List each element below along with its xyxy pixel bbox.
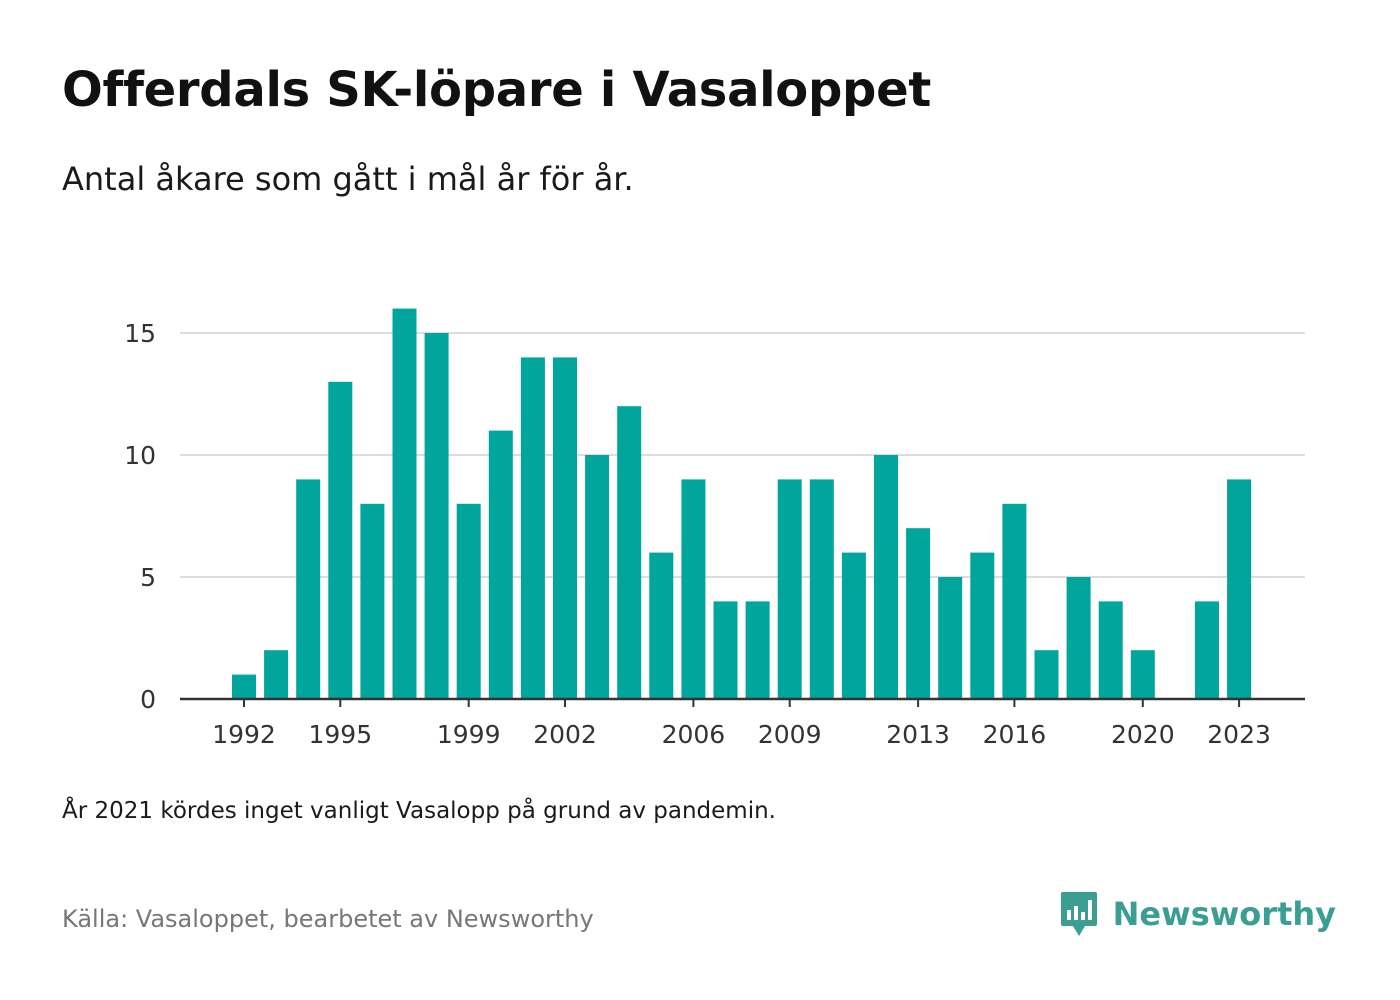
- bar: [1227, 479, 1252, 699]
- chart-subtitle: Antal åkare som gått i mål år för år.: [62, 160, 634, 198]
- x-tick-label: 1995: [308, 720, 372, 749]
- bar: [713, 601, 738, 699]
- chart-title: Offerdals SK-löpare i Vasaloppet: [62, 62, 932, 118]
- bar: [264, 650, 289, 699]
- brand-name: Newsworthy: [1112, 895, 1336, 933]
- bar: [617, 406, 642, 699]
- bar: [553, 357, 577, 699]
- bar: [809, 479, 834, 699]
- bar: [649, 552, 674, 699]
- bar: [488, 430, 513, 699]
- bar: [1034, 650, 1059, 699]
- y-tick-label: 0: [140, 685, 156, 714]
- bar: [456, 503, 481, 699]
- bar: [360, 503, 385, 699]
- y-tick-label: 5: [140, 563, 156, 592]
- bar: [1195, 601, 1219, 699]
- x-tick-label: 2009: [758, 720, 822, 749]
- source-text: Källa: Vasaloppet, bearbetet av Newswort…: [62, 905, 594, 933]
- bar-chart: 0 5 10 15 1992 1995 1999 2002 2006 2009 2013 2016 20…: [124, 308, 1305, 749]
- bar: [970, 552, 995, 699]
- bar: [520, 357, 545, 699]
- x-tick-label: 2006: [662, 720, 726, 749]
- bar: [874, 455, 898, 699]
- newsworthy-logo-icon: [1060, 892, 1097, 936]
- x-tick-label: 2013: [886, 720, 950, 749]
- brand-logo: Newsworthy: [1059, 890, 1336, 938]
- bar: [1066, 577, 1091, 699]
- bar: [296, 479, 321, 699]
- bar: [1130, 650, 1155, 699]
- bar: [424, 333, 449, 699]
- bar: [777, 479, 802, 699]
- bar: [938, 577, 963, 699]
- y-tick-label: 15: [124, 319, 156, 348]
- bar: [841, 552, 866, 699]
- x-tick-label: 2002: [533, 720, 597, 749]
- chart-note: År 2021 kördes inget vanligt Vasalopp på…: [62, 798, 776, 824]
- bar: [1098, 601, 1123, 699]
- bar: [232, 674, 256, 699]
- bar: [585, 455, 610, 699]
- bar: [328, 381, 353, 699]
- x-tick-label: 2020: [1111, 720, 1175, 749]
- x-tick-label: 1992: [212, 720, 276, 749]
- bar: [906, 528, 931, 699]
- y-tick-label: 10: [124, 441, 156, 470]
- bar: [1002, 503, 1027, 699]
- bar: [681, 479, 706, 699]
- x-tick-label: 1999: [437, 720, 501, 749]
- x-tick-label: 2023: [1207, 720, 1271, 749]
- bar: [745, 601, 770, 699]
- x-tick-label: 2016: [983, 720, 1047, 749]
- bar: [392, 308, 417, 699]
